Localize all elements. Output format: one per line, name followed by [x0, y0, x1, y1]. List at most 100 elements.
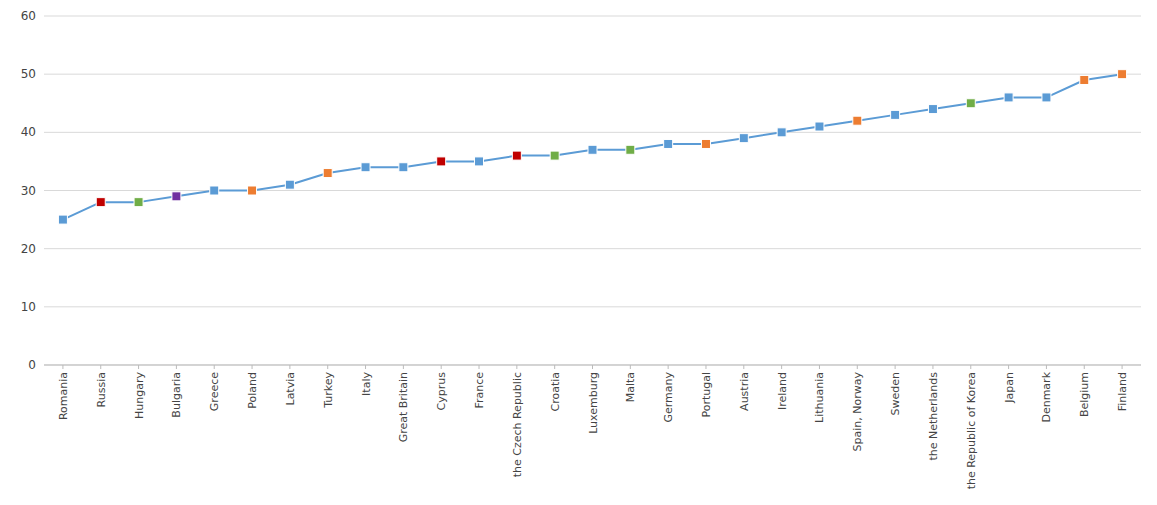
x-tick — [630, 365, 631, 369]
x-tick-label: Lithuania — [813, 372, 826, 423]
x-tick — [327, 365, 328, 369]
y-tick-label: 40 — [21, 125, 36, 139]
x-tick — [516, 365, 517, 369]
marker — [739, 134, 748, 143]
x-tick-label: Finland — [1116, 372, 1129, 411]
x-tick — [819, 365, 820, 369]
y-axis: 0102030405060 — [21, 9, 1141, 372]
y-tick-label: 50 — [21, 67, 36, 81]
marker — [437, 157, 446, 166]
grid-line — [44, 74, 1141, 75]
x-tick — [1122, 365, 1123, 369]
x-tick — [100, 365, 101, 369]
marker — [248, 186, 257, 195]
x-tick — [592, 365, 593, 369]
marker — [891, 110, 900, 119]
x-tick-label: Luxemburg — [587, 372, 600, 434]
plot-area — [58, 70, 1126, 224]
x-tick-label: Portugal — [700, 372, 713, 418]
marker — [664, 139, 673, 148]
marker — [853, 116, 862, 125]
x-tick-label: Latvia — [284, 372, 297, 406]
marker — [58, 215, 67, 224]
x-tick-label: Denmark — [1040, 371, 1053, 422]
x-tick-label: Spain, Norway — [851, 372, 864, 452]
x-tick-label: Bulgaria — [170, 372, 183, 418]
marker — [626, 145, 635, 154]
chart-svg: 0102030405060RomaniaRussiaHungaryBulgari… — [0, 0, 1157, 505]
x-tick-label: Hungary — [133, 372, 146, 419]
line — [63, 74, 1122, 219]
marker — [1042, 93, 1051, 102]
x-tick-label: Malta — [624, 372, 637, 402]
x-tick-label: Poland — [246, 372, 259, 409]
x-tick-label: Croatia — [549, 372, 562, 412]
x-tick-label: France — [473, 372, 486, 409]
x-tick-label: Romania — [57, 372, 70, 420]
marker — [815, 122, 824, 131]
marker — [1080, 75, 1089, 84]
x-tick-label: Germany — [662, 372, 675, 423]
x-tick — [138, 365, 139, 369]
x-axis: Romania Russia Hungary Bulgaria Greece Poland… — [44, 365, 1141, 489]
marker — [1118, 70, 1127, 79]
marker — [96, 198, 105, 207]
y-tick-label: 0 — [28, 358, 36, 372]
x-tick — [554, 365, 555, 369]
x-tick — [705, 365, 706, 369]
marker — [928, 105, 937, 114]
y-tick-label: 30 — [21, 184, 36, 198]
x-tick-label: Greece — [208, 372, 221, 411]
x-tick-label: Japan — [1003, 372, 1016, 404]
x-tick-label: Cyprus — [435, 372, 448, 411]
marker — [701, 139, 710, 148]
x-tick-label: the Republic of Korea — [965, 372, 978, 489]
x-tick — [252, 365, 253, 369]
marker — [361, 163, 370, 172]
x-tick — [895, 365, 896, 369]
x-tick-label: Russia — [95, 372, 108, 407]
x-tick-label: Great Britain — [397, 372, 410, 442]
grid-line — [44, 16, 1141, 17]
marker — [475, 157, 484, 166]
x-tick-label: the Czech Republic — [511, 372, 524, 477]
x-tick — [1046, 365, 1047, 369]
x-tick — [289, 365, 290, 369]
marker — [777, 128, 786, 137]
x-tick-label: Sweden — [889, 372, 902, 415]
marker — [285, 180, 294, 189]
x-tick-label: Belgium — [1078, 372, 1091, 417]
chart-container: 0102030405060RomaniaRussiaHungaryBulgari… — [0, 0, 1157, 505]
marker — [399, 163, 408, 172]
x-tick — [62, 365, 63, 369]
x-tick — [857, 365, 858, 369]
x-tick — [441, 365, 442, 369]
marker — [210, 186, 219, 195]
x-tick — [932, 365, 933, 369]
x-tick — [781, 365, 782, 369]
x-tick — [403, 365, 404, 369]
x-tick — [970, 365, 971, 369]
grid-line — [44, 132, 1141, 133]
x-tick — [479, 365, 480, 369]
x-tick-label: the Netherlands — [927, 372, 940, 461]
x-tick — [365, 365, 366, 369]
x-tick — [1008, 365, 1009, 369]
x-tick — [176, 365, 177, 369]
grid-line — [44, 248, 1141, 249]
y-tick-label: 60 — [21, 9, 36, 23]
marker — [512, 151, 521, 160]
x-tick-label: Italy — [360, 372, 373, 396]
marker — [134, 198, 143, 207]
grid-line — [44, 306, 1141, 307]
y-tick-label: 10 — [21, 300, 36, 314]
x-tick — [743, 365, 744, 369]
marker — [1004, 93, 1013, 102]
x-tick — [1084, 365, 1085, 369]
x-tick-label: Turkey — [322, 372, 335, 409]
marker — [588, 145, 597, 154]
marker — [966, 99, 975, 108]
x-tick-label: Austria — [738, 372, 751, 411]
x-tick-label: Ireland — [776, 372, 789, 410]
marker — [550, 151, 559, 160]
